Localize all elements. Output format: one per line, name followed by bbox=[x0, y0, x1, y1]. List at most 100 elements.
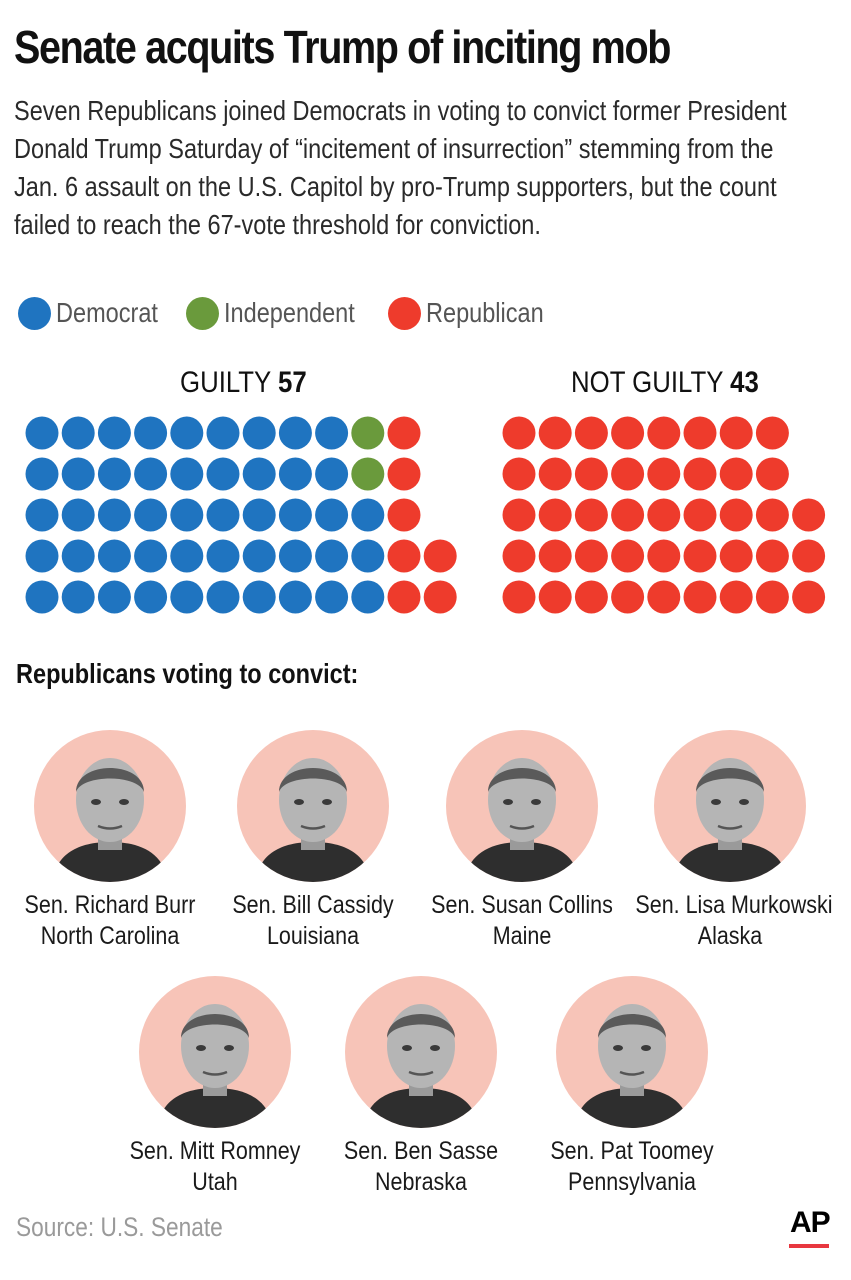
vote-dot-democrat bbox=[315, 416, 349, 450]
senator-card: Sen. Richard Burr North Carolina bbox=[0, 730, 220, 952]
senator-state: Nebraska bbox=[374, 1168, 468, 1196]
senator-photo bbox=[464, 758, 580, 882]
vote-dot-republican bbox=[502, 498, 536, 532]
senator-portrait bbox=[654, 730, 806, 882]
vote-dot-democrat bbox=[170, 539, 204, 573]
photo-hair bbox=[76, 768, 144, 792]
photo-hair bbox=[598, 1014, 666, 1038]
vote-dot-republican bbox=[574, 498, 608, 532]
vote-dot-republican bbox=[423, 580, 457, 614]
vote-dot-republican bbox=[502, 457, 536, 491]
vote-dot-democrat bbox=[351, 580, 385, 614]
vote-dot-republican bbox=[611, 580, 645, 614]
not-guilty-dots bbox=[502, 416, 826, 614]
vote-dot-republican bbox=[719, 498, 753, 532]
photo-mouth bbox=[509, 824, 535, 830]
vote-dot-democrat bbox=[242, 457, 276, 491]
photo-hair bbox=[696, 768, 764, 792]
legend-swatch-democrat bbox=[18, 297, 51, 330]
vote-dot-republican bbox=[611, 457, 645, 491]
photo-eye bbox=[91, 799, 101, 805]
ap-logo: AP bbox=[790, 1206, 831, 1239]
vote-dot-democrat bbox=[206, 580, 240, 614]
vote-dot-democrat bbox=[170, 498, 204, 532]
vote-dot-republican bbox=[538, 539, 572, 573]
vote-dot-republican bbox=[387, 416, 421, 450]
vote-dot-republican bbox=[719, 457, 753, 491]
senator-state: Maine bbox=[492, 922, 552, 950]
senator-card: Sen. Lisa Murkowski Alaska bbox=[620, 730, 840, 952]
photo-eye bbox=[119, 799, 129, 805]
senator-portrait bbox=[556, 976, 708, 1128]
vote-dot-democrat bbox=[315, 580, 349, 614]
vote-dot-democrat bbox=[134, 498, 168, 532]
legend-swatch-republican bbox=[388, 297, 421, 330]
senator-portrait bbox=[237, 730, 389, 882]
senator-card: Sen. Pat Toomey Pennsylvania bbox=[522, 976, 742, 1198]
vote-dot-democrat bbox=[61, 539, 95, 573]
vote-dot-democrat bbox=[25, 498, 59, 532]
vote-dot-democrat bbox=[315, 539, 349, 573]
vote-dot-republican bbox=[647, 457, 681, 491]
senator-portrait bbox=[446, 730, 598, 882]
guilty-title: GUILTY 57 bbox=[180, 366, 307, 400]
vote-dot-republican bbox=[611, 416, 645, 450]
vote-dot-democrat bbox=[97, 457, 131, 491]
vote-dot-independent bbox=[351, 457, 385, 491]
vote-dot-democrat bbox=[97, 539, 131, 573]
vote-dot-democrat bbox=[278, 498, 312, 532]
vote-dot-democrat bbox=[170, 416, 204, 450]
photo-shoulders bbox=[363, 1088, 479, 1128]
vote-dot-republican bbox=[755, 539, 789, 573]
photo-shoulders bbox=[574, 1088, 690, 1128]
photo-eye bbox=[613, 1045, 623, 1051]
vote-dot-democrat bbox=[206, 498, 240, 532]
vote-dot-democrat bbox=[278, 457, 312, 491]
vote-dot-democrat bbox=[170, 457, 204, 491]
photo-mouth bbox=[717, 824, 743, 830]
photo-hair bbox=[181, 1014, 249, 1038]
legend-label-democrat: Democrat bbox=[56, 297, 158, 328]
vote-dot-democrat bbox=[61, 457, 95, 491]
vote-dot-democrat bbox=[25, 539, 59, 573]
vote-dot-democrat bbox=[134, 580, 168, 614]
vote-dot-republican bbox=[755, 457, 789, 491]
photo-mouth bbox=[202, 1070, 228, 1076]
vote-dot-republican bbox=[792, 498, 826, 532]
vote-dot-republican bbox=[538, 498, 572, 532]
senator-photo bbox=[255, 758, 371, 882]
senator-name: Sen. Lisa Murkowski bbox=[635, 891, 833, 919]
guilty-count: 57 bbox=[277, 366, 307, 399]
vote-dot-democrat bbox=[134, 457, 168, 491]
senator-portrait bbox=[345, 976, 497, 1128]
senator-name: Sen. Ben Sasse bbox=[343, 1137, 499, 1165]
vote-dot-republican bbox=[611, 539, 645, 573]
senator-card: Sen. Ben Sasse Nebraska bbox=[311, 976, 531, 1198]
photo-eye bbox=[196, 1045, 206, 1051]
vote-dot-republican bbox=[683, 580, 717, 614]
senator-state: North Carolina bbox=[40, 922, 180, 950]
intro-line: Jan. 6 assault on the U.S. Capitol by pr… bbox=[14, 171, 777, 202]
vote-dot-democrat bbox=[25, 580, 59, 614]
senator-name: Sen. Pat Toomey bbox=[550, 1137, 714, 1165]
not-guilty-count: 43 bbox=[730, 366, 759, 399]
guilty-label: GUILTY bbox=[180, 366, 271, 399]
senator-card: Sen. Bill Cassidy Louisiana bbox=[203, 730, 423, 952]
vote-waffle-chart bbox=[25, 416, 826, 614]
senator-card: Sen. Mitt Romney Utah bbox=[105, 976, 325, 1198]
vote-dot-republican bbox=[502, 539, 536, 573]
guilty-dots bbox=[25, 416, 457, 614]
photo-shoulders bbox=[464, 842, 580, 882]
vote-dot-democrat bbox=[206, 457, 240, 491]
headline: Senate acquits Trump of inciting mob bbox=[14, 21, 671, 73]
senator-name: Sen. Bill Cassidy bbox=[232, 891, 394, 919]
photo-eye bbox=[711, 799, 721, 805]
vote-dot-democrat bbox=[315, 457, 349, 491]
legend-label-republican: Republican bbox=[426, 297, 544, 328]
vote-dot-republican bbox=[574, 457, 608, 491]
vote-dot-republican bbox=[683, 416, 717, 450]
photo-shoulders bbox=[52, 842, 168, 882]
vote-dot-democrat bbox=[61, 580, 95, 614]
photo-eye bbox=[641, 1045, 651, 1051]
photo-mouth bbox=[619, 1070, 645, 1076]
